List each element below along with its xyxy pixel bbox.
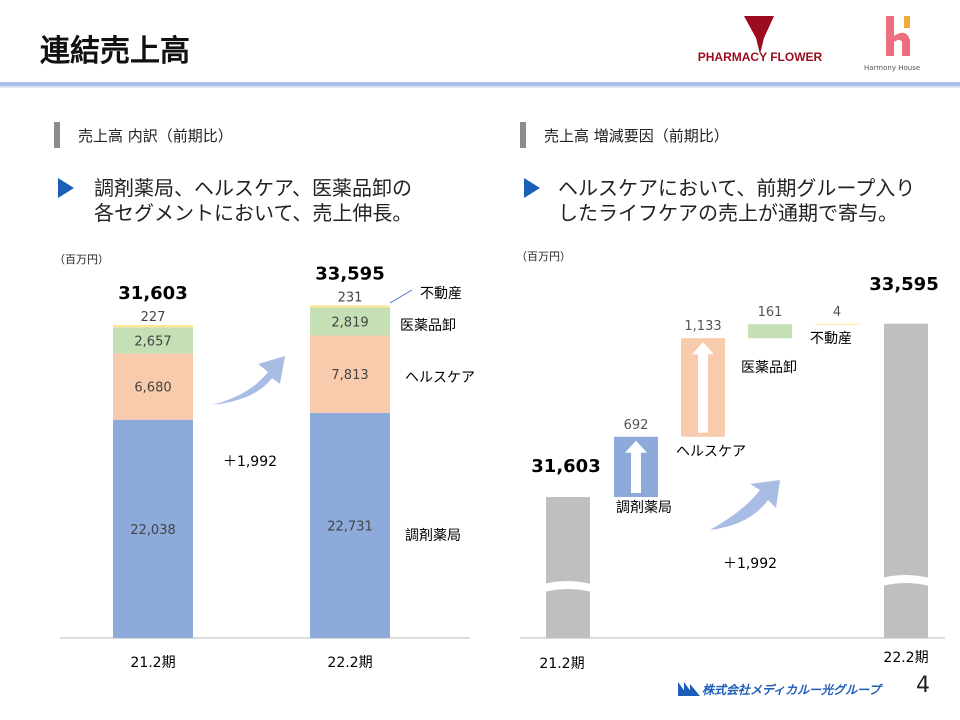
play-bullet-icon <box>524 178 540 198</box>
data-label: 161 <box>758 305 783 320</box>
bar-segment <box>113 325 193 328</box>
right-unit-label: （百万円） <box>516 250 571 263</box>
up-arrow-icon <box>625 440 647 493</box>
right-bullet-line1: ヘルスケアにおいて、前期グループ入り <box>558 176 916 200</box>
waterfall-bar <box>815 323 859 325</box>
series-label: 医薬品卸 <box>400 318 456 334</box>
data-label: 22,731 <box>327 519 373 534</box>
start-total-label: 31,603 <box>531 456 600 477</box>
header-divider <box>0 82 960 86</box>
axis-break-icon <box>544 581 592 592</box>
footer-company: 株式会社メディカルー光グループ <box>702 683 881 697</box>
series-label: ヘルスケア <box>405 370 475 386</box>
pharmacy-flower-logo-text: PHARMACY FLOWER <box>697 50 823 64</box>
bar-segment <box>113 327 193 354</box>
data-label: 692 <box>624 418 649 433</box>
page-title: 連結売上高 <box>40 34 190 69</box>
difference-label: ＋1,992 <box>723 556 777 572</box>
series-label: 調剤薬局 <box>405 528 461 544</box>
bar-segment <box>310 307 390 336</box>
data-label: 6,680 <box>134 381 171 396</box>
series-label: 不動産 <box>420 286 462 302</box>
growth-arrow-icon <box>710 480 780 530</box>
up-arrow-icon <box>692 342 714 433</box>
right-section-title: 売上高 増減要因（前期比） <box>544 127 729 145</box>
bar-segment <box>310 305 390 308</box>
step-label: 調剤薬局 <box>616 500 672 516</box>
end-bar <box>884 323 928 638</box>
data-label: 1,133 <box>684 319 721 334</box>
left-bullet-line2: 各セグメントにおいて、売上伸長。 <box>94 201 413 225</box>
play-bullet-icon <box>58 178 74 198</box>
difference-label: ＋1,992 <box>223 454 277 470</box>
harmony-house-logo: Harmony House <box>864 16 920 72</box>
x-tick-label: 22.2期 <box>327 655 372 671</box>
right-bullet-line2: したライフケアの売上が通期で寄与。 <box>558 201 898 225</box>
page-number: 4 <box>916 673 930 698</box>
step-label: ヘルスケア <box>676 444 746 460</box>
axis-break-icon <box>882 575 930 586</box>
left-section-title: 売上高 内訳（前期比） <box>78 127 233 145</box>
end-total-label: 33,595 <box>869 274 938 295</box>
left-bullet-line1: 調剤薬局、ヘルスケア、医薬品卸の <box>94 176 412 200</box>
data-label: 7,813 <box>331 368 368 383</box>
leader-line <box>389 289 413 304</box>
section-marker <box>520 122 526 148</box>
header-divider-light <box>0 86 960 88</box>
data-label: 22,038 <box>130 523 176 538</box>
waterfall-bar <box>748 324 792 339</box>
x-tick-label: 21.2期 <box>130 655 175 671</box>
pharmacy-flower-logo <box>744 16 774 54</box>
x-tick-label: 21.2期 <box>539 656 584 672</box>
step-label: 不動産 <box>810 331 852 347</box>
growth-arrow-icon <box>212 356 285 405</box>
section-marker <box>54 122 60 148</box>
total-label: 31,603 <box>118 283 187 304</box>
data-label: 231 <box>338 290 363 305</box>
bar-segment <box>310 412 390 638</box>
start-bar <box>546 497 590 638</box>
svg-text:Harmony House: Harmony House <box>864 64 920 72</box>
data-label: 2,819 <box>331 316 368 331</box>
data-label: 4 <box>833 305 841 320</box>
total-label: 33,595 <box>315 263 384 284</box>
left-unit-label: （百万円） <box>54 253 109 266</box>
data-label: 227 <box>141 310 166 325</box>
company-logo-mark <box>678 682 700 696</box>
bar-segment <box>113 353 193 420</box>
x-tick-label: 22.2期 <box>883 650 928 666</box>
data-label: 2,657 <box>134 334 171 349</box>
bar-segment <box>310 335 390 413</box>
step-label: 医薬品卸 <box>741 360 797 376</box>
bar-segment <box>113 419 193 638</box>
